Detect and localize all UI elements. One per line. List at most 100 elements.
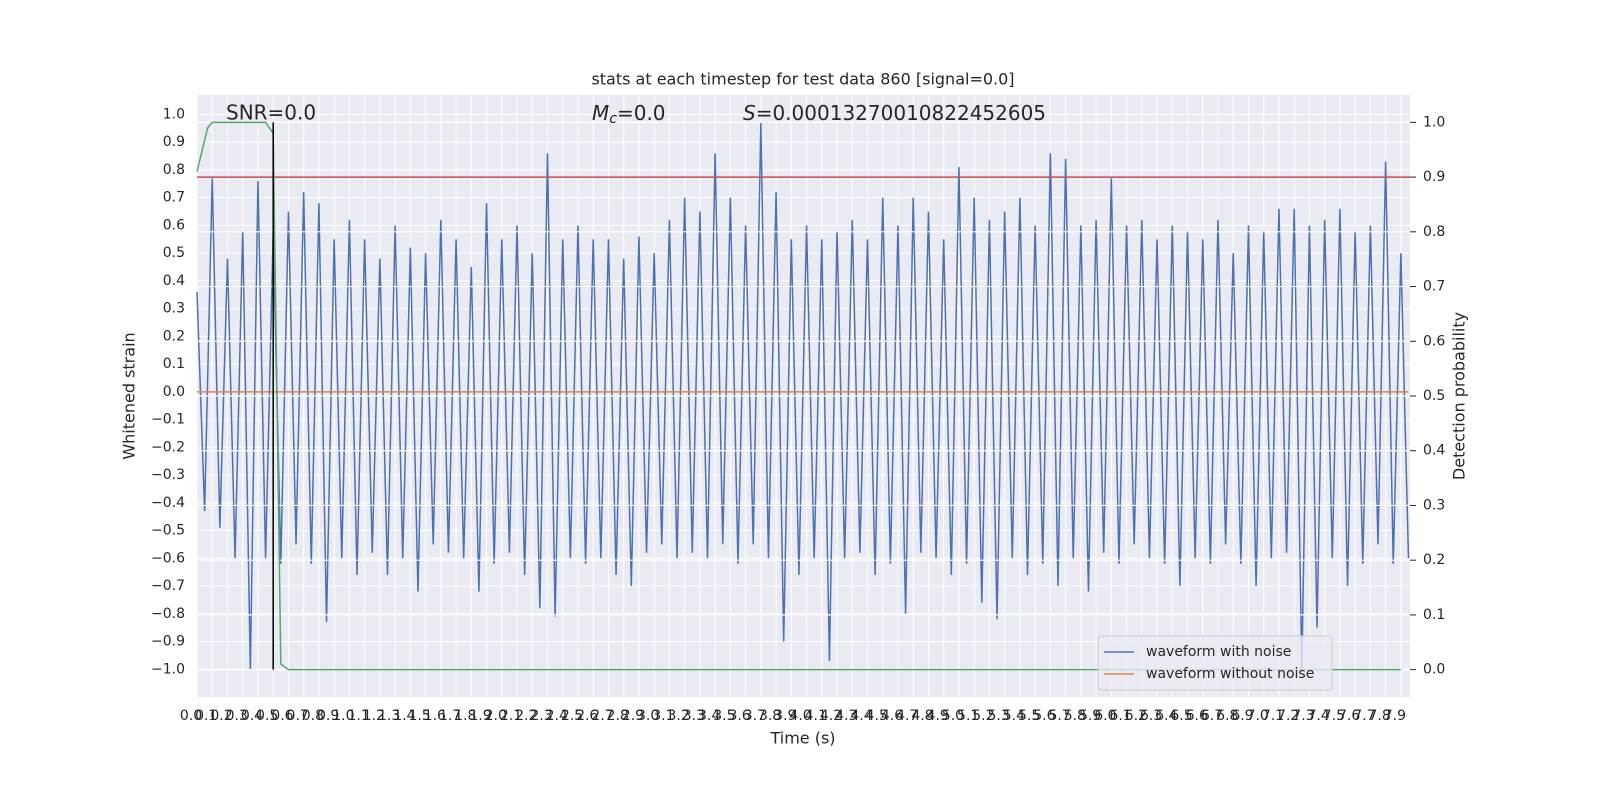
annotation-symbol: M xyxy=(592,101,609,125)
x-tick-label: 0.4 xyxy=(241,708,263,724)
legend-label: waveform with noise xyxy=(1146,644,1291,660)
y-tick-label: −0.8 xyxy=(151,606,185,622)
y2-tick-label: 0.5 xyxy=(1423,388,1445,404)
y-tick-label: 0.1 xyxy=(163,356,185,372)
x-tick-label: 7.3 xyxy=(1292,708,1314,724)
x-tick-label: 6.3 xyxy=(1140,708,1162,724)
x-tick-label: 4.1 xyxy=(805,708,827,724)
annotation-value: =0.00013270010822452605 xyxy=(756,101,1046,125)
x-tick-label: 4.3 xyxy=(835,708,857,724)
x-tick-label: 6.0 xyxy=(1094,708,1116,724)
x-tick-label: 2.6 xyxy=(576,708,598,724)
x-tick-label: 2.9 xyxy=(622,708,644,724)
x-tick-label: 2.5 xyxy=(561,708,583,724)
y2-tick-label: 0.6 xyxy=(1423,333,1445,349)
y2-tick-label: 0.0 xyxy=(1423,662,1445,678)
x-tick-label: 7.8 xyxy=(1368,708,1390,724)
x-tick-label: 0.0 xyxy=(180,708,202,724)
x-tick-label: 2.0 xyxy=(485,708,507,724)
x-tick-label: 2.7 xyxy=(591,708,613,724)
y-tick-label: 0.4 xyxy=(163,273,185,289)
x-tick-label: 3.8 xyxy=(759,708,781,724)
x-tick-label: 4.5 xyxy=(866,708,888,724)
legend xyxy=(1097,635,1333,691)
x-tick-label: 1.6 xyxy=(424,708,446,724)
x-tick-label: 5.3 xyxy=(988,708,1010,724)
y2-tick-label: 0.3 xyxy=(1423,497,1445,513)
x-tick-label: 6.7 xyxy=(1201,708,1223,724)
x-tick-label: 5.2 xyxy=(972,708,994,724)
x-tick-label: 5.6 xyxy=(1033,708,1055,724)
x-tick-label: 3.5 xyxy=(713,708,735,724)
y2-tick-label: 0.2 xyxy=(1423,552,1445,568)
x-tick-label: 1.1 xyxy=(347,708,369,724)
x-tick-label: 3.2 xyxy=(668,708,690,724)
annotation-subscript: c xyxy=(609,111,617,127)
x-tick-label: 4.4 xyxy=(850,708,872,724)
y-tick-label: −0.1 xyxy=(151,412,185,428)
y-axis-label: Whitened strain xyxy=(120,332,139,459)
annotation: Mc=0.0 xyxy=(592,101,666,128)
y2-tick-label: 0.1 xyxy=(1423,607,1445,623)
x-tick-label: 3.4 xyxy=(698,708,720,724)
x-tick-label: 1.3 xyxy=(378,708,400,724)
y-tick-label: 0.2 xyxy=(163,328,185,344)
x-tick-label: 3.0 xyxy=(637,708,659,724)
y-tick-label: 0.8 xyxy=(163,162,185,178)
y-tick-label: 0.5 xyxy=(163,245,185,261)
x-tick-label: 7.0 xyxy=(1247,708,1269,724)
x-tick-label: 2.8 xyxy=(607,708,629,724)
y-tick-label: 0.3 xyxy=(163,301,185,317)
x-tick-label: 4.7 xyxy=(896,708,918,724)
y-tick-label: −0.3 xyxy=(151,467,185,483)
x-tick-label: 3.7 xyxy=(744,708,766,724)
x-tick-label: 4.6 xyxy=(881,708,903,724)
x-tick-label: 1.4 xyxy=(393,708,415,724)
y2-tick-label: 0.9 xyxy=(1423,169,1445,185)
y2-tick-label: 1.0 xyxy=(1423,114,1445,130)
x-tick-label: 0.1 xyxy=(195,708,217,724)
y2-tick-label: 0.7 xyxy=(1423,279,1445,295)
x-tick-label: 2.1 xyxy=(500,708,522,724)
x-tick-label: 6.2 xyxy=(1125,708,1147,724)
x-tick-label: 4.9 xyxy=(927,708,949,724)
x-tick-label: 3.9 xyxy=(774,708,796,724)
x-tick-label: 0.6 xyxy=(271,708,293,724)
x-tick-label: 6.5 xyxy=(1170,708,1192,724)
x-tick-label: 4.8 xyxy=(911,708,933,724)
x-tick-label: 2.3 xyxy=(530,708,552,724)
x-tick-label: 3.3 xyxy=(683,708,705,724)
x-axis-label: Time (s) xyxy=(769,729,835,748)
x-tick-label: 2.2 xyxy=(515,708,537,724)
legend-label: waveform without noise xyxy=(1146,666,1314,682)
x-tick-label: 6.6 xyxy=(1186,708,1208,724)
x-tick-label: 1.5 xyxy=(408,708,430,724)
x-tick-label: 0.5 xyxy=(256,708,278,724)
y-tick-label: 0.6 xyxy=(163,217,185,233)
y-tick-label: −0.9 xyxy=(151,634,185,650)
x-tick-label: 3.1 xyxy=(652,708,674,724)
series-line xyxy=(196,121,1401,671)
x-tick-label: 5.0 xyxy=(942,708,964,724)
x-tick-label: 0.7 xyxy=(287,708,309,724)
x-tick-label: 0.2 xyxy=(210,708,232,724)
y-tick-label: 0.7 xyxy=(163,190,185,206)
x-tick-label: 5.5 xyxy=(1018,708,1040,724)
x-tick-label: 5.4 xyxy=(1003,708,1025,724)
x-tick-label: 1.0 xyxy=(332,708,354,724)
x-tick-label: 6.1 xyxy=(1109,708,1131,724)
x-tick-label: 7.9 xyxy=(1384,708,1406,724)
x-tick-label: 2.4 xyxy=(546,708,568,724)
y-tick-label: 1.0 xyxy=(163,106,185,122)
x-tick-label: 7.5 xyxy=(1323,708,1345,724)
y-tick-label: 0.0 xyxy=(163,384,185,400)
y-tick-label: −0.7 xyxy=(151,578,185,594)
annotation: S=0.00013270010822452605 xyxy=(743,101,1046,125)
x-tick-label: 6.8 xyxy=(1216,708,1238,724)
y2-tick-label: 0.8 xyxy=(1423,224,1445,240)
y-tick-label: 0.9 xyxy=(163,134,185,150)
x-tick-label: 1.2 xyxy=(363,708,385,724)
x-tick-label: 7.2 xyxy=(1277,708,1299,724)
x-tick-label: 7.4 xyxy=(1308,708,1330,724)
